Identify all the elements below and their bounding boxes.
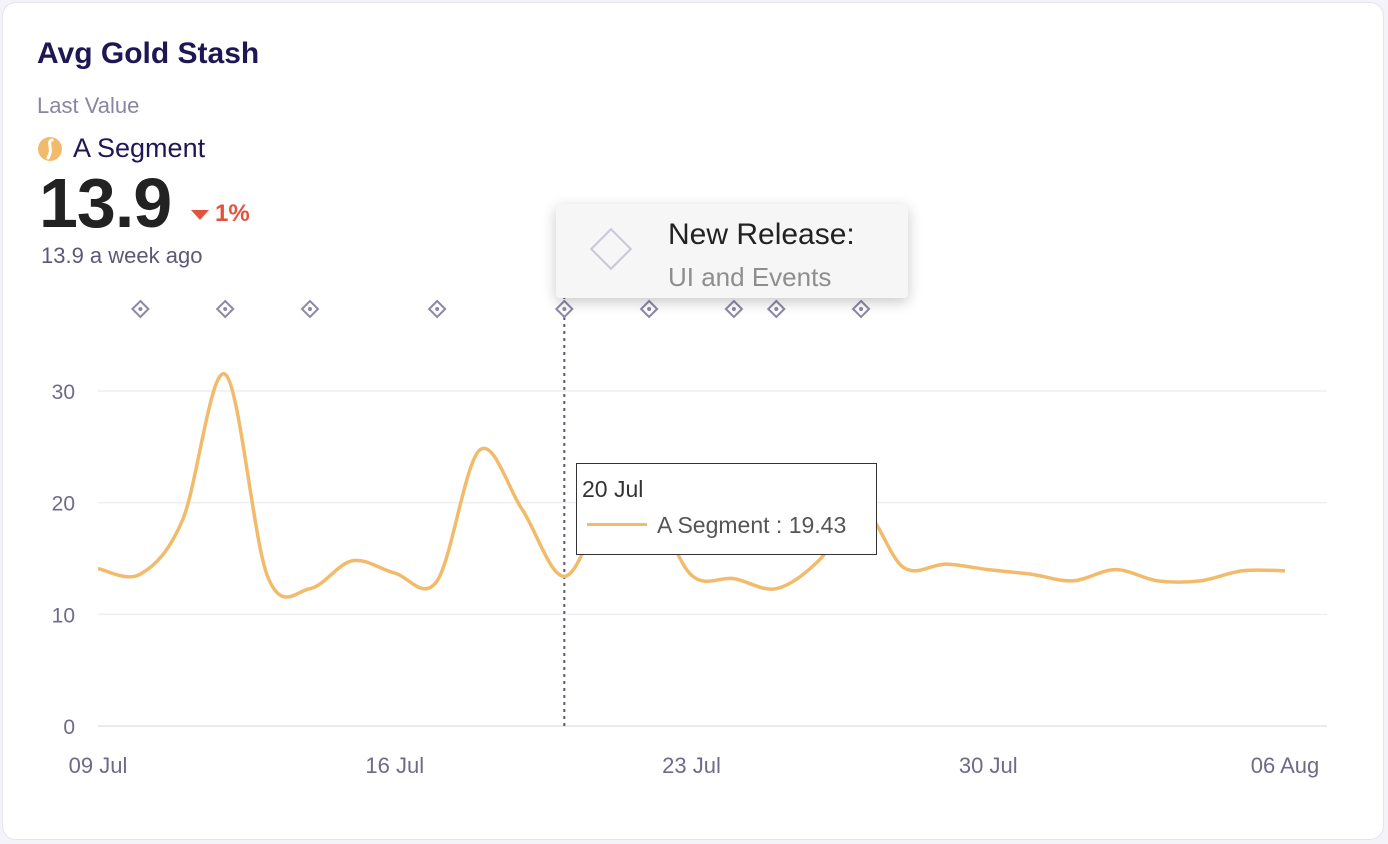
release-subtitle: UI and Events <box>668 262 831 293</box>
release-marker-dot <box>647 307 651 311</box>
y-tick-label: 0 <box>63 716 75 739</box>
release-annotation-popup[interactable]: New Release: UI and Events <box>556 204 908 298</box>
chart-tooltip: 20 Jul A Segment : 19.43 <box>576 463 877 555</box>
release-diamond-icon <box>590 228 632 270</box>
release-marker-dot <box>774 307 778 311</box>
release-marker-dot <box>562 307 566 311</box>
grid-lines <box>98 391 1327 726</box>
release-marker-dot <box>308 307 312 311</box>
x-tick-label: 06 Aug <box>1251 753 1320 778</box>
y-tick-label: 10 <box>52 604 75 627</box>
x-axis: 09 Jul 16 Jul 23 Jul 30 Jul 06 Aug <box>69 753 1320 778</box>
release-markers <box>132 301 869 317</box>
release-marker-dot <box>435 307 439 311</box>
x-tick-label: 16 Jul <box>365 753 424 778</box>
y-tick-label: 20 <box>52 493 75 516</box>
x-tick-label: 23 Jul <box>662 753 721 778</box>
release-marker-dot <box>859 307 863 311</box>
tooltip-series-swatch <box>587 523 647 526</box>
release-title: New Release: <box>668 218 855 252</box>
release-marker-dot <box>223 307 227 311</box>
tooltip-series-value: A Segment : 19.43 <box>657 512 846 539</box>
x-tick-label: 09 Jul <box>69 753 128 778</box>
release-marker-dot <box>732 307 736 311</box>
x-tick-label: 30 Jul <box>959 753 1018 778</box>
tooltip-date: 20 Jul <box>582 476 643 503</box>
release-marker-dot <box>138 307 142 311</box>
y-axis: 0 10 20 30 <box>52 381 75 739</box>
y-tick-label: 30 <box>52 381 75 404</box>
